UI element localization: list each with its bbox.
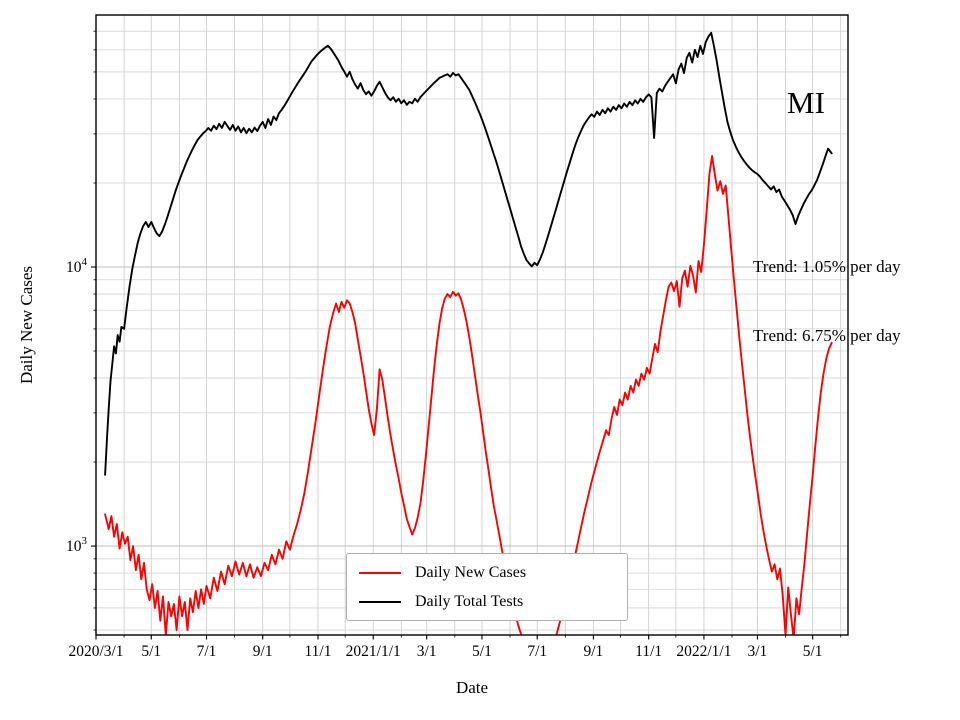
svg-text:5/1: 5/1 bbox=[803, 643, 823, 660]
svg-text:2021/1/1: 2021/1/1 bbox=[346, 643, 401, 660]
svg-text:11/1: 11/1 bbox=[304, 643, 331, 660]
svg-text:3/1: 3/1 bbox=[417, 643, 437, 660]
svg-text:5/1: 5/1 bbox=[141, 643, 161, 660]
y-axis-label: Daily New Cases bbox=[17, 265, 36, 385]
x-axis-label: Date bbox=[455, 678, 489, 697]
svg-text:2020/3/1: 2020/3/1 bbox=[68, 643, 123, 660]
legend: Daily New Cases Daily Total Tests bbox=[346, 553, 628, 621]
trend-annotation-cases: Trend: 6.75% per day bbox=[753, 326, 901, 345]
svg-text:7/1: 7/1 bbox=[527, 643, 547, 660]
legend-item-tests: Daily Total Tests bbox=[347, 593, 627, 611]
trend-annotation-tests: Trend: 1.05% per day bbox=[753, 257, 901, 276]
svg-text:9/1: 9/1 bbox=[253, 643, 273, 660]
svg-text:11/1: 11/1 bbox=[635, 643, 662, 660]
svg-text:7/1: 7/1 bbox=[197, 643, 217, 660]
svg-text:104: 104 bbox=[66, 256, 88, 276]
svg-text:2022/1/1: 2022/1/1 bbox=[676, 643, 731, 660]
svg-text:3/1: 3/1 bbox=[747, 643, 767, 660]
legend-label-tests: Daily Total Tests bbox=[415, 592, 524, 610]
svg-text:103: 103 bbox=[66, 535, 88, 555]
legend-line-sample-tests bbox=[359, 600, 401, 603]
state-annotation: MI bbox=[787, 85, 825, 120]
svg-text:9/1: 9/1 bbox=[584, 643, 604, 660]
legend-item-cases: Daily New Cases bbox=[347, 564, 627, 582]
legend-label-cases: Daily New Cases bbox=[415, 563, 527, 581]
legend-line-sample-cases bbox=[359, 571, 401, 574]
svg-text:5/1: 5/1 bbox=[472, 643, 492, 660]
